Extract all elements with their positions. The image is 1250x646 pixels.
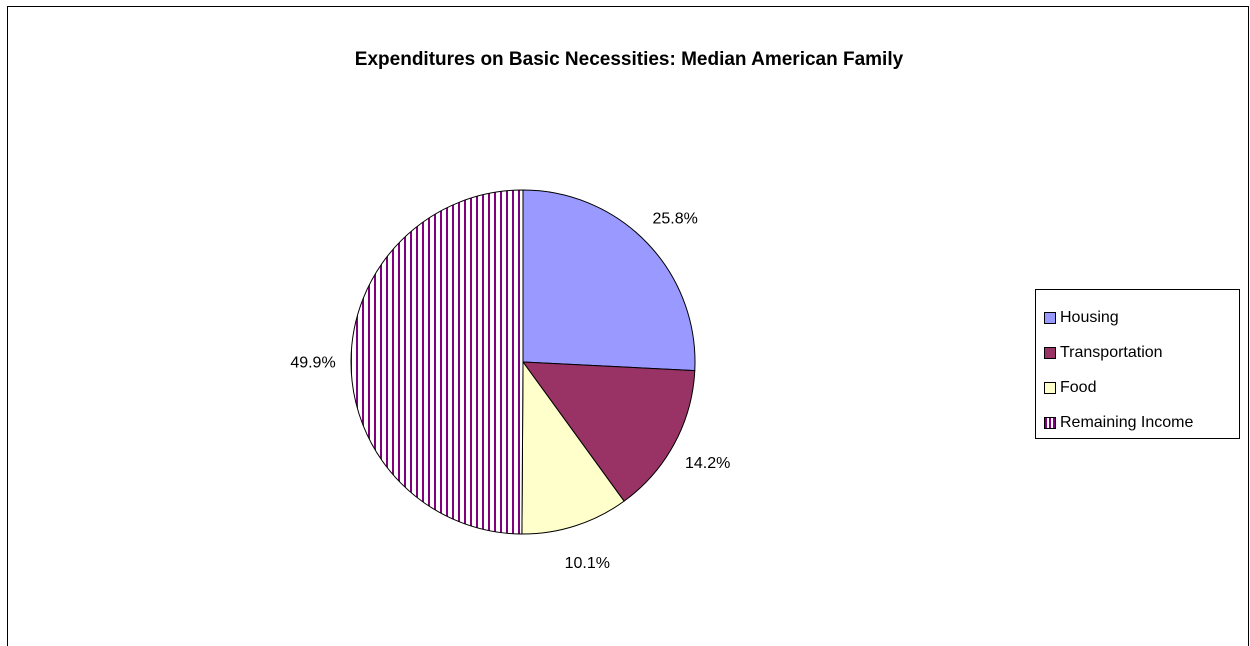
- legend-item-food: Food: [1044, 370, 1239, 405]
- pie-slice-food: [521, 360, 625, 535]
- legend-swatch-remaining-income: [1044, 416, 1056, 429]
- pie-slice-remaining-income: [350, 189, 524, 535]
- legend-label-transportation: Transportation: [1060, 343, 1163, 361]
- legend-swatch-housing: [1044, 311, 1056, 324]
- data-label-housing: 25.8%: [652, 210, 697, 227]
- legend-label-remaining-income: Remaining Income: [1060, 413, 1194, 431]
- chart-title: Expenditures on Basic Necessities: Media…: [355, 49, 904, 70]
- legend-item-housing: Housing: [1044, 300, 1239, 335]
- legend-swatch-transportation: [1044, 346, 1056, 359]
- chart-area: Expenditures on Basic Necessities: Media…: [7, 6, 1249, 646]
- legend-label-housing: Housing: [1060, 308, 1119, 326]
- legend-item-remaining-income: Remaining Income: [1044, 405, 1239, 440]
- pie-slice-housing: [522, 189, 696, 372]
- pie-chart: Expenditures on Basic Necessities: Media…: [290, 49, 904, 572]
- data-label-food: 10.1%: [565, 555, 610, 572]
- data-label-remaining-income: 49.9%: [290, 354, 335, 371]
- legend-label-food: Food: [1060, 378, 1097, 396]
- data-label-transportation: 14.2%: [685, 455, 730, 472]
- legend: Housing Transportation Food Remaining In…: [1035, 289, 1240, 439]
- legend-swatch-food: [1044, 381, 1056, 394]
- pie-slice-transportation: [521, 361, 696, 502]
- legend-item-transportation: Transportation: [1044, 335, 1239, 370]
